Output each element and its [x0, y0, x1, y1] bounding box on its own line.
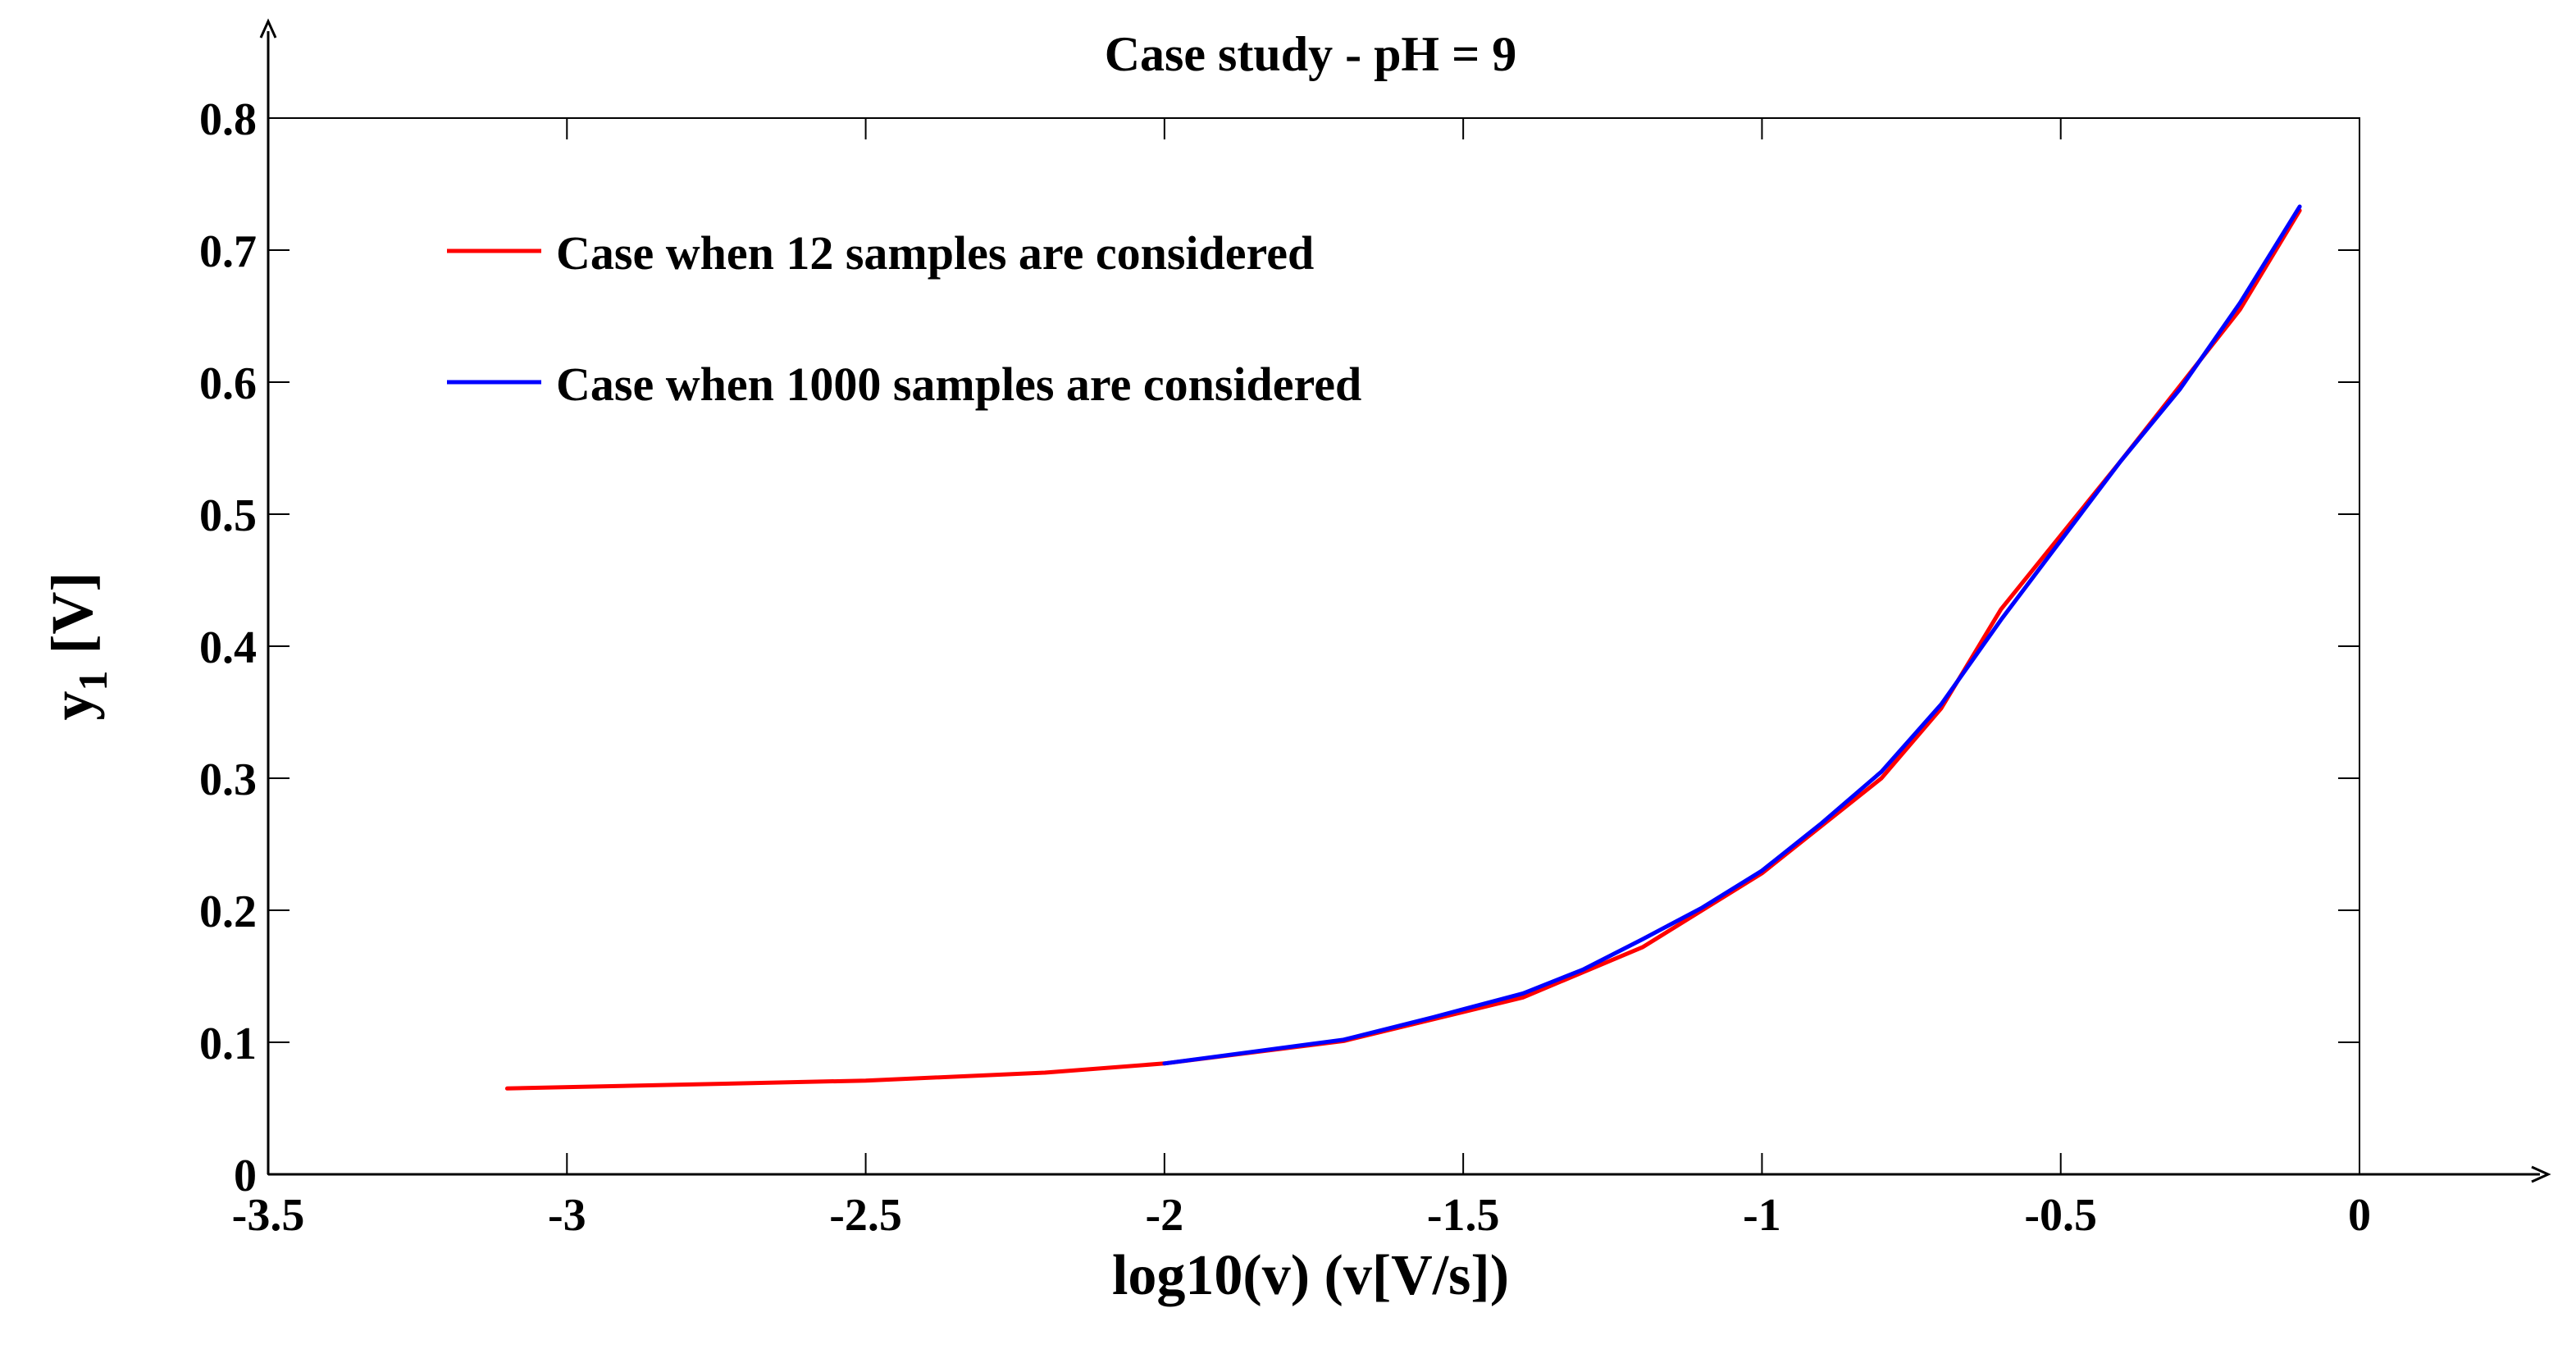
y-tick-label: 0: [234, 1151, 257, 1201]
x-tick-label: -3.5: [232, 1190, 305, 1241]
y-tick-label: 0.3: [199, 754, 257, 805]
svg-text:y1[V]: y1 [V]: [39, 572, 116, 721]
y-tick-label: 0.7: [199, 226, 257, 277]
axis-ticks: [267, 117, 2360, 1175]
legend: Case when 12 samples are considered Case…: [447, 226, 1361, 411]
y-tick-label: 0.5: [199, 490, 257, 541]
y-axis-label-unit: [V]: [39, 572, 105, 654]
x-tick-label: -0.5: [2024, 1190, 2097, 1241]
y-axis-label-subscript: 1: [70, 670, 116, 690]
x-axis-arrow-icon: [2531, 1165, 2551, 1183]
x-tick-label: -2: [1146, 1190, 1184, 1241]
series-line-12-samples: [504, 208, 2302, 1091]
y-axis-label: y1 [V]: [39, 572, 116, 721]
legend-label-12-samples: Case when 12 samples are considered: [556, 226, 1314, 280]
x-tick-label: -1: [1743, 1190, 1781, 1241]
y-tick-label: 0.8: [199, 94, 257, 145]
x-tick-label: -1.5: [1427, 1190, 1500, 1241]
series-line-1000-samples: [1162, 204, 2302, 1066]
y-tick-label: 0.2: [199, 886, 257, 937]
y-axis-label-main: y: [39, 690, 105, 720]
x-tick-label: 0: [2348, 1190, 2371, 1241]
y-tick-label: 0.6: [199, 358, 257, 409]
x-tick-label: -3: [548, 1190, 586, 1241]
x-axis-label: log10(v) (v[V/s]): [1112, 1244, 1509, 1307]
legend-label-1000-samples: Case when 1000 samples are considered: [556, 358, 1361, 411]
y-axis-arrow-icon: [259, 18, 277, 39]
axis-tick-labels: -3.5 -3 -2.5 -2 -1.5 -1 -0.5 0 0 0.1 0.2 0.3 0.4 0.5 0…: [199, 94, 2371, 1241]
chart-title: Case study - pH = 9: [1105, 27, 1517, 81]
data-series: [504, 204, 2302, 1091]
y-tick-label: 0.1: [199, 1019, 257, 1069]
y-tick-label: 0.4: [199, 622, 257, 673]
x-tick-label: -2.5: [829, 1190, 902, 1241]
